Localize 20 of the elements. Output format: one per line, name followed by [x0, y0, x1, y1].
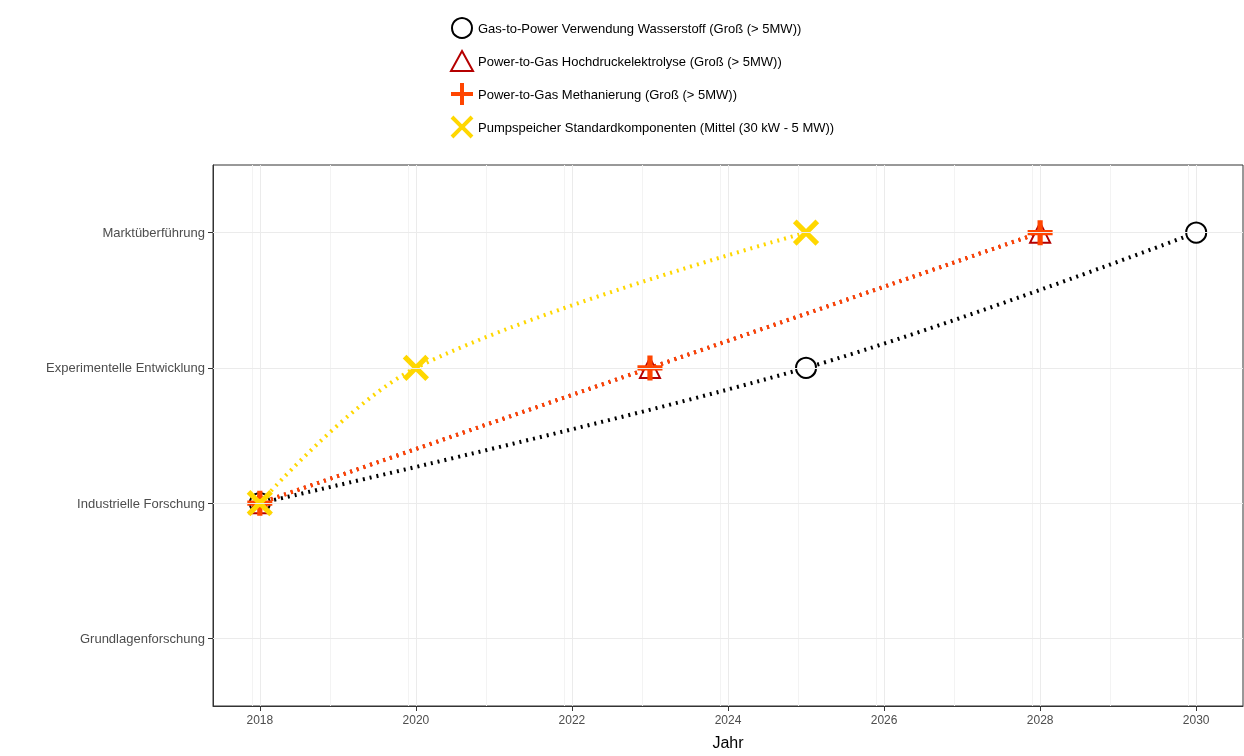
legend-label: Gas-to-Power Verwendung Wasserstoff (Groß (> 5MW))	[478, 20, 802, 36]
point	[403, 355, 429, 381]
x-axis-title: Jahr	[712, 733, 745, 751]
point	[795, 356, 818, 379]
legend-label: Power-to-Gas Hochdruckelektrolyse (Groß (> 5MW))	[478, 53, 782, 69]
x-tick-label: 2030	[1182, 713, 1210, 727]
x-tick-label: 2018	[246, 713, 274, 727]
x-tick-label: 2022	[558, 713, 586, 727]
point	[793, 220, 819, 246]
legend-label: Power-to-Gas Methanierung (Groß (> 5MW))	[478, 86, 737, 102]
x-tick-label: 2028	[1026, 713, 1054, 727]
y-tick-label: Industrielle Forschung	[77, 495, 205, 511]
x-tick-label: 2020	[402, 713, 430, 727]
y-tick-label: Experimentelle Entwicklung	[46, 360, 205, 376]
x-tick-label: 2026	[870, 713, 898, 727]
y-tick-label: Marktüberführung	[102, 225, 205, 241]
x-tick-label: 2024	[714, 713, 742, 727]
y-tick-label: Grundlagenforschung	[79, 630, 205, 646]
point	[1185, 221, 1208, 244]
legend-label: Pumpspeicher Standardkomponenten (Mittel (30 kW - 5 MW))	[478, 119, 835, 135]
